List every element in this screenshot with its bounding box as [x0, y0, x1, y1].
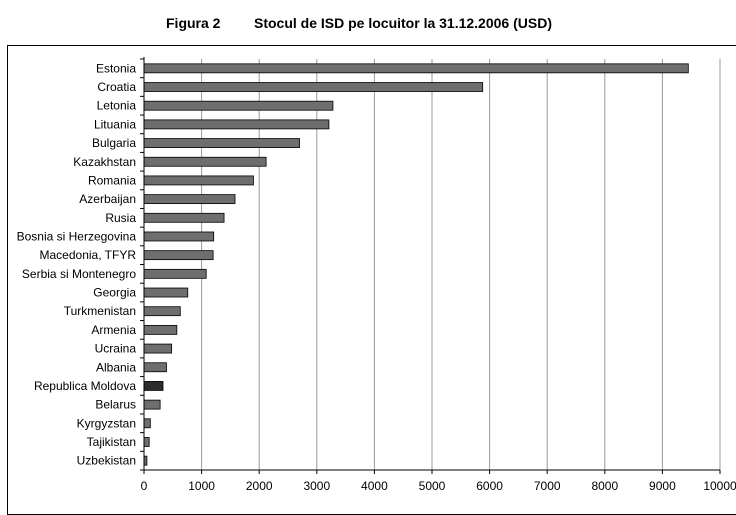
category-label-rusia: Rusia	[105, 211, 136, 225]
bar-macedonia-tfyr	[143, 250, 214, 261]
bar-romania	[143, 175, 254, 186]
x-tick-label-9000: 9000	[649, 479, 676, 493]
bar-albania	[143, 362, 167, 373]
tick-labels: 0 1000 2000 3000 4000 5000 6000 7000 8000 9000 100…	[141, 479, 736, 493]
bars	[143, 63, 689, 466]
bar-croatia	[143, 82, 484, 92]
x-tick-label-3000: 3000	[303, 479, 330, 493]
category-label-albania: Albania	[96, 360, 136, 374]
bar-ucraina	[143, 343, 173, 354]
x-tick-label-10000: 10000	[703, 479, 736, 493]
category-label-lituania: Lituania	[94, 117, 136, 131]
x-tick-label-1000: 1000	[188, 479, 215, 493]
bar-letonia	[143, 100, 334, 111]
category-label-bosnia-si-herzegovina: Bosnia si Herzegovina	[17, 229, 137, 243]
category-label-romania: Romania	[88, 173, 136, 187]
bar-estonia	[143, 63, 689, 74]
category-label-croatia: Croatia	[97, 80, 136, 94]
bar-rusia	[143, 212, 225, 223]
category-label-bulgaria: Bulgaria	[92, 136, 136, 150]
x-tick-label-0: 0	[141, 479, 148, 493]
category-label-tajikistan: Tajikistan	[87, 435, 136, 449]
chart-title: Stocul de ISD pe locuitor la 31.12.2006 …	[254, 15, 552, 31]
category-label-kyrgyzstan: Kyrgyzstan	[77, 416, 136, 430]
x-tick-label-5000: 5000	[419, 479, 446, 493]
bar-lituania	[143, 119, 330, 130]
category-label-macedonia-tfyr: Macedonia, TFYR	[40, 248, 137, 262]
bar-kyrgyzstan	[143, 418, 151, 429]
bar-republica-moldova	[143, 381, 164, 391]
category-label-azerbaijan: Azerbaijan	[79, 192, 136, 206]
category-label-uzbekistan: Uzbekistan	[77, 454, 136, 468]
bar-serbia-si-montenegro	[143, 268, 207, 279]
x-tick-label-8000: 8000	[591, 479, 618, 493]
category-label-georgia: Georgia	[93, 286, 136, 300]
category-label-estonia: Estonia	[96, 61, 136, 75]
category-label-serbia-si-montenegro: Serbia si Montenegro	[22, 267, 136, 281]
bar-georgia	[143, 287, 189, 298]
x-tick-label-2000: 2000	[246, 479, 273, 493]
bar-azerbaijan	[143, 194, 236, 205]
bar-armenia	[143, 324, 178, 335]
category-label-kazakhstan: Kazakhstan	[73, 155, 136, 169]
category-label-ucraina: Ucraina	[95, 342, 137, 356]
bar-tajikistan	[143, 437, 150, 447]
bar-turkmenistan	[143, 306, 181, 317]
x-tick-label-4000: 4000	[361, 479, 388, 493]
category-label-armenia: Armenia	[91, 323, 136, 337]
category-labels: Estonia Croatia Letonia Lituania Bulgaria Kaz…	[17, 61, 137, 467]
category-label-belarus: Belarus	[95, 398, 136, 412]
category-label-republica-moldova: Republica Moldova	[34, 379, 136, 393]
figure-label: Figura 2	[166, 15, 221, 31]
bar-kazakhstan	[143, 156, 267, 167]
x-tick-label-6000: 6000	[476, 479, 503, 493]
bar-belarus	[143, 399, 161, 410]
category-label-turkmenistan: Turkmenistan	[64, 304, 136, 318]
axes	[140, 57, 721, 474]
title-row: Figura 2 Stocul de ISD pe locuitor la 31…	[0, 15, 736, 35]
category-label-letonia: Letonia	[97, 99, 137, 113]
x-tick-label-7000: 7000	[534, 479, 561, 493]
bar-bulgaria	[143, 138, 300, 148]
bar-bosnia-si-herzegovina	[143, 231, 215, 242]
